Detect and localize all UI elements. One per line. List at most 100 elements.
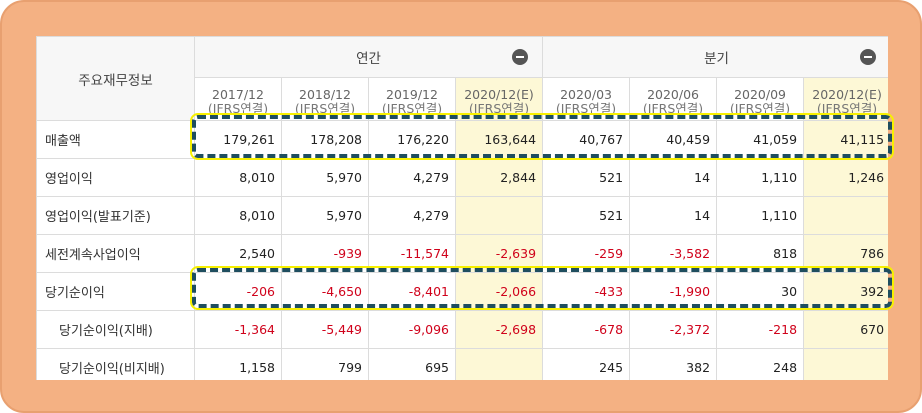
table-cell: 178,208 bbox=[281, 120, 369, 159]
period-label: 2019/12 bbox=[386, 87, 438, 102]
quarterly-group-label: 분기 bbox=[704, 51, 729, 67]
row-label: 매출액 bbox=[36, 120, 195, 159]
table-cell: 695 bbox=[368, 348, 456, 380]
table-cell bbox=[454, 348, 544, 380]
table-cell: -2,639 bbox=[454, 234, 544, 273]
table-cell: 2,844 bbox=[454, 158, 544, 197]
table-cell: 248 bbox=[716, 348, 805, 380]
period-basis: (IFRS연결) bbox=[468, 101, 530, 116]
row-label: 영업이익(발표기준) bbox=[36, 196, 195, 235]
table-cell: 179,261 bbox=[194, 120, 282, 159]
table-cell: 799 bbox=[281, 348, 369, 380]
table-cell: -1,364 bbox=[194, 310, 282, 349]
period-header: 2020/06 (IFRS연결) bbox=[629, 77, 718, 121]
period-label: 2020/12(E) bbox=[464, 87, 534, 102]
table-cell: 5,970 bbox=[281, 196, 369, 235]
table-row: 매출액 179,261 178,208 176,220 163,644 40,767 40,… bbox=[36, 120, 888, 159]
table-cell: 14 bbox=[629, 196, 718, 235]
period-header: 2019/12 (IFRS연결) bbox=[368, 77, 456, 121]
row-label: 영업이익 bbox=[36, 158, 195, 197]
period-header: 2020/12(E) (IFRS연결) bbox=[454, 77, 544, 121]
table-cell: -678 bbox=[542, 310, 631, 349]
table-cell: 1,246 bbox=[803, 158, 888, 197]
table-cell bbox=[803, 196, 888, 235]
table-cell: 4,279 bbox=[368, 158, 456, 197]
period-label: 2017/12 bbox=[212, 87, 264, 102]
table-cell: 8,010 bbox=[194, 196, 282, 235]
table-cell: -433 bbox=[542, 272, 631, 311]
row-label: 당기순이익 bbox=[36, 272, 195, 311]
row-label: 당기순이익(지배) bbox=[36, 310, 195, 349]
table-cell: -3,582 bbox=[629, 234, 718, 273]
quarterly-collapse-icon[interactable] bbox=[860, 49, 877, 65]
table-cell: 40,767 bbox=[542, 120, 631, 159]
table-cell: 41,115 bbox=[803, 120, 888, 159]
table-cell: -1,990 bbox=[629, 272, 718, 311]
table-row: 당기순이익(비지배) 1,158 799 695 245 382 248 bbox=[36, 348, 888, 380]
table-cell: 521 bbox=[542, 196, 631, 235]
table-cell: 4,279 bbox=[368, 196, 456, 235]
period-basis: (IFRS연결) bbox=[381, 101, 443, 116]
table-row: 당기순이익 -206 -4,650 -8,401 -2,066 -433 -1,990 30 3… bbox=[36, 272, 888, 311]
table-cell bbox=[803, 348, 888, 380]
period-label: 2018/12 bbox=[299, 87, 351, 102]
row-label: 세전계속사업이익 bbox=[36, 234, 195, 273]
table-cell: 1,110 bbox=[716, 196, 805, 235]
table-cell bbox=[454, 196, 544, 235]
annual-collapse-icon[interactable] bbox=[512, 49, 529, 65]
period-label: 2020/12(E) bbox=[812, 87, 882, 102]
row-label: 당기순이익(비지배) bbox=[36, 348, 195, 380]
period-basis: (IFRS연결) bbox=[555, 101, 617, 116]
table-cell: 41,059 bbox=[716, 120, 805, 159]
table-cell: 5,970 bbox=[281, 158, 369, 197]
table-cell: 818 bbox=[716, 234, 805, 273]
table-cell: 245 bbox=[542, 348, 631, 380]
period-header: 2020/09 (IFRS연결) bbox=[716, 77, 805, 121]
table-cell: 14 bbox=[629, 158, 718, 197]
table-cell: -4,650 bbox=[281, 272, 369, 311]
table-cell: 786 bbox=[803, 234, 888, 273]
table-cell: 670 bbox=[803, 310, 888, 349]
period-basis: (IFRS연결) bbox=[207, 101, 269, 116]
table-cell: 40,459 bbox=[629, 120, 718, 159]
period-label: 2020/09 bbox=[734, 87, 786, 102]
table-cell: -939 bbox=[281, 234, 369, 273]
period-basis: (IFRS연결) bbox=[729, 101, 791, 116]
period-label: 2020/03 bbox=[560, 87, 612, 102]
table-cell: -8,401 bbox=[368, 272, 456, 311]
period-header: 2017/12 (IFRS연결) bbox=[194, 77, 282, 121]
table-cell: 1,158 bbox=[194, 348, 282, 380]
table-row: 당기순이익(지배) -1,364 -5,449 -9,096 -2,698 -678 -2,… bbox=[36, 310, 888, 349]
table-corner-label: 주요재무정보 bbox=[36, 36, 195, 121]
financial-summary-table: 주요재무정보 연간 분기 2017/12 (IFRS연결) 2018/12 (IFRS… bbox=[36, 36, 888, 380]
period-basis: (IFRS연결) bbox=[816, 101, 878, 116]
financial-summary-panel: 주요재무정보 연간 분기 2017/12 (IFRS연결) 2018/12 (IFRS… bbox=[36, 36, 888, 380]
annual-group-header: 연간 bbox=[193, 36, 544, 78]
table-row: 영업이익 8,010 5,970 4,279 2,844 521 14 1,110 1,246 bbox=[36, 158, 888, 197]
annual-group-label: 연간 bbox=[356, 51, 381, 67]
table-cell: 392 bbox=[803, 272, 888, 311]
table-cell: 521 bbox=[542, 158, 631, 197]
period-basis: (IFRS연결) bbox=[642, 101, 704, 116]
table-cell: 2,540 bbox=[194, 234, 282, 273]
quarterly-group-header: 분기 bbox=[542, 36, 888, 78]
table-cell: 30 bbox=[716, 272, 805, 311]
table-cell: 8,010 bbox=[194, 158, 282, 197]
table-cell: -2,066 bbox=[454, 272, 544, 311]
table-cell: -5,449 bbox=[281, 310, 369, 349]
table-cell: 382 bbox=[629, 348, 718, 380]
period-header: 2020/12(E) (IFRS연결) bbox=[803, 77, 888, 121]
period-header: 2020/03 (IFRS연결) bbox=[542, 77, 631, 121]
table-row: 세전계속사업이익 2,540 -939 -11,574 -2,639 -259 -3,582… bbox=[36, 234, 888, 273]
table-cell: -9,096 bbox=[368, 310, 456, 349]
table-cell: -2,698 bbox=[454, 310, 544, 349]
table-cell: 1,110 bbox=[716, 158, 805, 197]
table-row: 영업이익(발표기준) 8,010 5,970 4,279 521 14 1,110 bbox=[36, 196, 888, 235]
table-cell: -218 bbox=[716, 310, 805, 349]
period-header: 2018/12 (IFRS연결) bbox=[281, 77, 369, 121]
table-cell: -259 bbox=[542, 234, 631, 273]
table-cell: -11,574 bbox=[368, 234, 456, 273]
table-cell: 163,644 bbox=[454, 120, 544, 159]
table-cell: -206 bbox=[194, 272, 282, 311]
